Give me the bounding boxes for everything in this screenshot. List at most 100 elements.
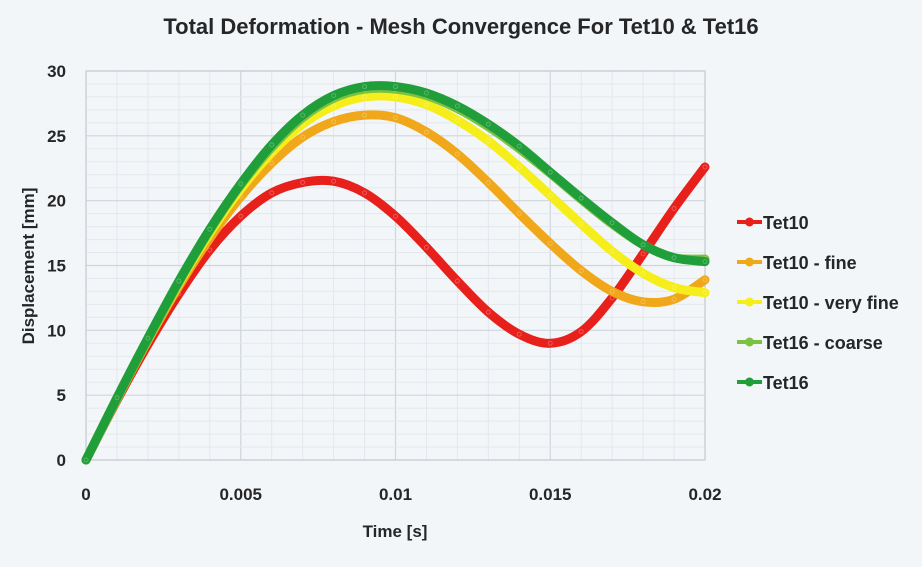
data-point: [423, 102, 429, 108]
data-point: [640, 251, 646, 257]
legend-label: Tet10 - fine: [763, 253, 857, 273]
data-point: [423, 129, 429, 135]
y-axis-label: Displacement [mm]: [19, 188, 38, 345]
legend-marker-icon: [745, 377, 754, 387]
data-point: [331, 178, 337, 184]
legend-item-tet10-very-fine: Tet10 - very fine: [737, 293, 899, 313]
data-point: [578, 268, 584, 274]
data-point: [702, 164, 708, 170]
data-point: [516, 143, 522, 149]
series-line-tet16: [81, 81, 710, 465]
x-tick-label: 0.01: [379, 485, 412, 504]
series-tet16: [81, 81, 710, 465]
chart-title: Total Deformation - Mesh Convergence For…: [163, 14, 758, 39]
data-point: [393, 84, 398, 90]
data-point: [393, 115, 398, 121]
y-tick-label: 5: [57, 386, 66, 405]
data-point: [362, 84, 368, 90]
data-point: [454, 117, 460, 123]
data-point: [702, 259, 708, 265]
x-tick-label: 0: [81, 485, 90, 504]
x-tick-label: 0.005: [219, 485, 262, 504]
y-tick-label: 15: [47, 257, 66, 276]
data-point: [485, 180, 491, 186]
data-point: [362, 112, 368, 118]
data-point: [547, 240, 553, 246]
legend-label: Tet10: [763, 213, 809, 233]
data-point: [671, 296, 677, 302]
data-point: [454, 151, 460, 157]
data-point: [671, 255, 677, 261]
data-point: [485, 121, 491, 127]
data-point: [362, 94, 368, 100]
legend-item-tet10: Tet10: [737, 213, 809, 233]
legend-label: Tet16 - coarse: [763, 333, 883, 353]
data-point: [485, 309, 491, 315]
data-point: [269, 190, 275, 196]
data-point: [331, 119, 337, 125]
y-tick-label: 20: [47, 192, 66, 211]
legend-marker-icon: [745, 257, 754, 267]
data-point: [207, 226, 213, 232]
x-axis-label: Time [s]: [363, 522, 428, 541]
data-point: [393, 213, 398, 219]
legend-item-tet16: Tet16: [737, 373, 809, 393]
data-point: [671, 285, 677, 291]
data-point: [331, 103, 337, 109]
x-axis-ticks: 0 0.005 0.01 0.015 0.02: [81, 485, 721, 504]
legend-label: Tet10 - very fine: [763, 293, 899, 313]
legend: Tet10 Tet10 - fine Tet10 - very fine Tet16 …: [737, 213, 899, 393]
data-point: [547, 169, 553, 175]
data-point: [516, 211, 522, 217]
series-lines: [81, 81, 710, 465]
data-point: [300, 180, 306, 186]
data-point: [393, 94, 398, 100]
data-point: [516, 331, 522, 337]
data-point: [609, 220, 615, 226]
data-point: [238, 181, 244, 187]
data-point: [83, 457, 89, 463]
data-point: [454, 103, 460, 109]
data-point: [176, 278, 182, 284]
data-point: [640, 270, 646, 276]
y-tick-label: 0: [57, 451, 66, 470]
legend-marker-icon: [745, 217, 754, 227]
y-tick-label: 30: [47, 62, 66, 81]
data-point: [609, 248, 615, 254]
grid: [85, 70, 706, 461]
data-point: [516, 164, 522, 170]
x-tick-label: 0.015: [529, 485, 572, 504]
data-point: [362, 190, 368, 196]
data-point: [702, 290, 708, 296]
data-point: [578, 329, 584, 335]
data-point: [423, 244, 429, 250]
x-tick-label: 0.02: [688, 485, 721, 504]
y-tick-label: 25: [47, 127, 66, 146]
data-point: [114, 395, 120, 401]
legend-item-tet16-coarse: Tet16 - coarse: [737, 333, 883, 353]
data-point: [671, 205, 677, 211]
data-point: [300, 112, 306, 118]
data-point: [207, 247, 213, 253]
legend-label: Tet16: [763, 373, 809, 393]
data-point: [454, 278, 460, 284]
y-axis-ticks: 0 5 10 15 20 25 30: [47, 62, 66, 470]
data-point: [609, 288, 615, 294]
data-point: [269, 160, 275, 166]
data-point: [578, 195, 584, 201]
data-point: [640, 242, 646, 248]
data-point: [702, 277, 708, 283]
data-point: [145, 335, 151, 341]
data-point: [547, 192, 553, 198]
data-point: [485, 138, 491, 144]
data-point: [238, 213, 244, 219]
data-point: [269, 142, 275, 148]
legend-item-tet10-fine: Tet10 - fine: [737, 253, 857, 273]
data-point: [331, 93, 337, 99]
data-point: [578, 221, 584, 227]
data-point: [547, 340, 553, 346]
y-tick-label: 10: [47, 321, 66, 340]
data-point: [640, 299, 646, 305]
data-point: [423, 90, 429, 96]
